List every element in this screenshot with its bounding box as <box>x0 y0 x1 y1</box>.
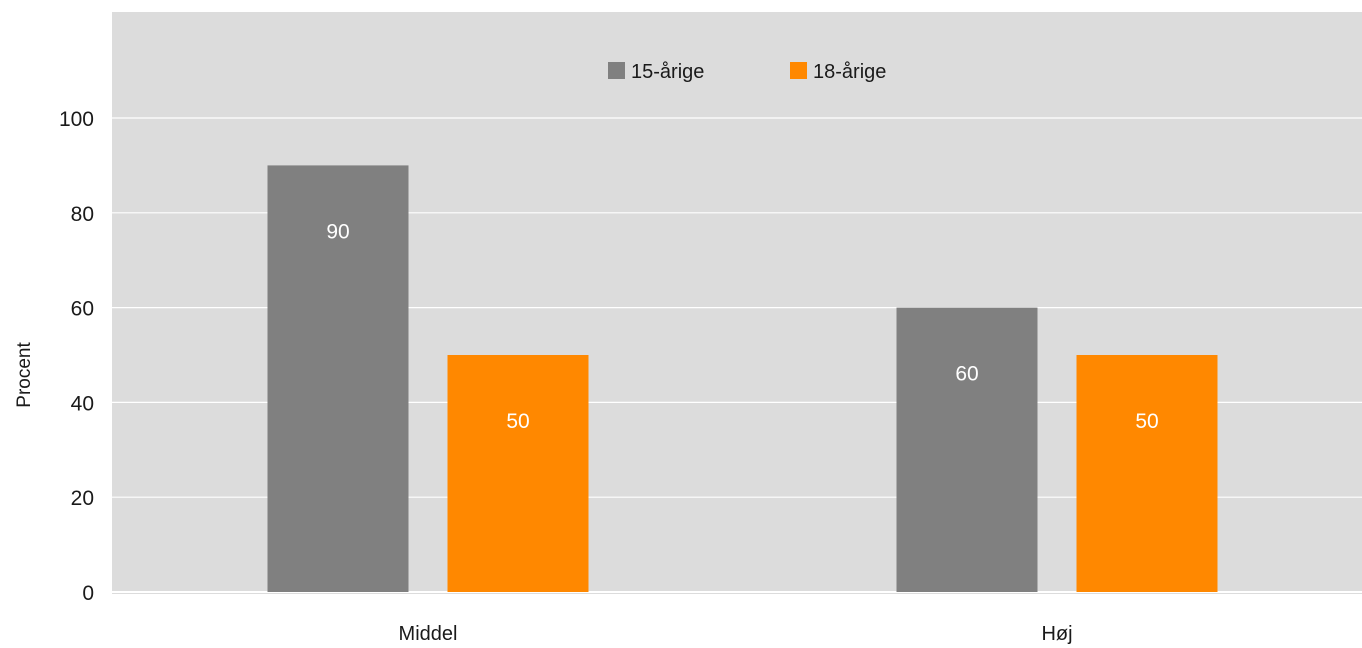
bar <box>267 165 409 592</box>
legend-label: 15-årige <box>631 61 704 83</box>
y-tick-label: 0 <box>82 582 94 605</box>
x-category-label: Høj <box>1041 623 1072 645</box>
y-tick-label: 80 <box>71 203 94 226</box>
legend-swatch <box>790 62 807 79</box>
y-tick-label: 20 <box>71 487 94 510</box>
y-axis-title: Procent <box>14 342 35 408</box>
legend-swatch <box>608 62 625 79</box>
data-labels: 90 50 60 50 <box>326 220 1158 433</box>
x-axis-labels: Middel Høj <box>399 623 1073 645</box>
bar <box>447 355 589 592</box>
bars <box>267 165 1218 592</box>
y-tick-label: 60 <box>71 298 94 321</box>
legend: 15-årige 18-årige <box>608 61 886 83</box>
legend-label: 18-årige <box>813 61 886 83</box>
y-axis-ticks: 0 20 40 60 80 100 <box>59 108 94 605</box>
x-category-label: Middel <box>399 623 458 645</box>
y-tick-label: 100 <box>59 108 94 131</box>
bar-value-label: 90 <box>326 220 349 243</box>
bar <box>896 307 1038 592</box>
bar-value-label: 50 <box>1135 410 1158 433</box>
bar-value-label: 50 <box>506 410 529 433</box>
bar <box>1076 355 1218 592</box>
y-tick-label: 40 <box>71 392 94 415</box>
bar-value-label: 60 <box>955 363 978 386</box>
